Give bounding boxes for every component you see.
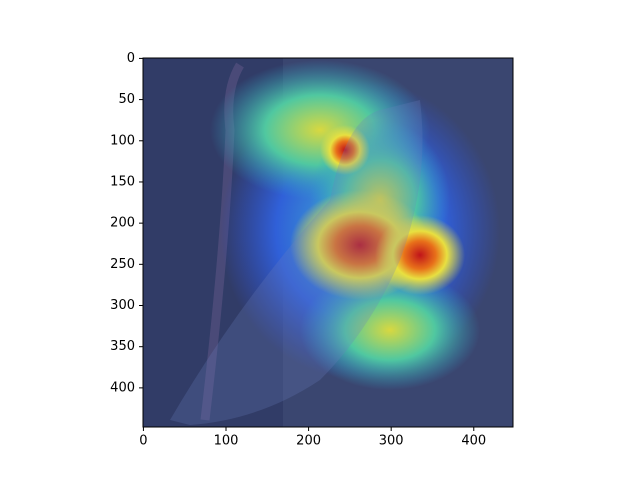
y-tick-label: 50 xyxy=(118,92,135,107)
heat-blob xyxy=(320,125,370,175)
y-tick-label: 200 xyxy=(110,216,135,231)
y-tick-label: 300 xyxy=(110,298,135,313)
y-tick-label: 150 xyxy=(110,174,135,189)
x-tick-label: 400 xyxy=(461,434,486,449)
x-tick-label: 0 xyxy=(139,434,147,449)
y-tick-label: 250 xyxy=(110,257,135,272)
heat-blob xyxy=(300,270,480,390)
y-tick-label: 400 xyxy=(110,380,135,395)
x-tick-label: 300 xyxy=(379,434,404,449)
y-tick-label: 0 xyxy=(127,51,135,66)
y-tick-label: 100 xyxy=(110,133,135,148)
bird xyxy=(170,100,423,425)
x-tick-label: 200 xyxy=(296,434,321,449)
axes-frame xyxy=(142,57,514,428)
y-tick-label: 350 xyxy=(110,339,135,354)
image xyxy=(143,58,513,427)
heat-blob xyxy=(375,215,465,295)
x-tick-label: 100 xyxy=(214,434,239,449)
